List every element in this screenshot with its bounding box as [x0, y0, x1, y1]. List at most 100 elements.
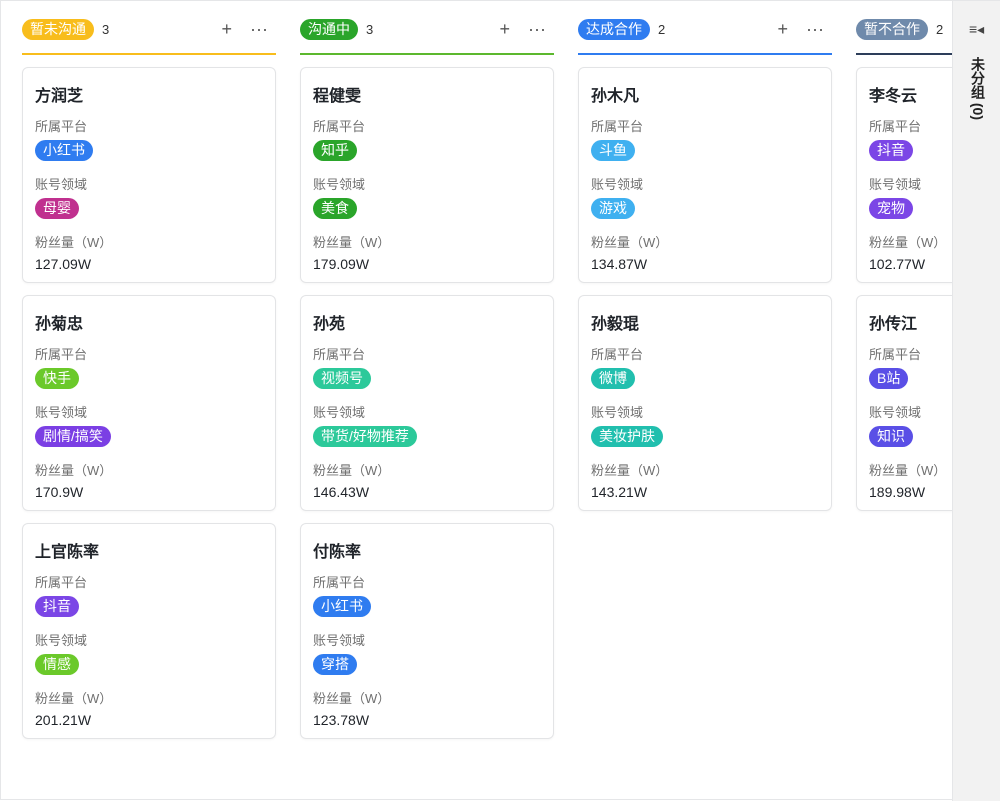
- card-name: 程健雯: [313, 88, 362, 105]
- record-card[interactable]: 孙传江 所属平台 B站 账号领域 知识 粉丝量（W） 189.98W: [856, 295, 952, 511]
- card-name: 上官陈率: [35, 544, 100, 561]
- add-icon[interactable]: +: [499, 19, 511, 39]
- fans-value: 143.21W: [591, 484, 648, 500]
- domain-tag: 游戏: [591, 198, 635, 219]
- platform-tag: 小红书: [313, 596, 371, 617]
- ungrouped-panel[interactable]: ≡◂ 未分组 (0): [952, 1, 1000, 801]
- record-card[interactable]: 上官陈率 所属平台 抖音 账号领域 情感 粉丝量（W） 201.21W: [22, 523, 276, 739]
- platform-label: 所属平台: [869, 347, 922, 362]
- fans-label: 粉丝量（W）: [35, 463, 113, 478]
- fans-label: 粉丝量（W）: [869, 235, 947, 250]
- column-header: 暂未沟通 3 + ···: [22, 1, 276, 55]
- platform-tag: 抖音: [869, 140, 913, 161]
- record-card[interactable]: 孙毅琨 所属平台 微博 账号领域 美妆护肤 粉丝量（W） 143.21W: [578, 295, 832, 511]
- column-count: 2: [936, 21, 944, 37]
- fans-value: 201.21W: [35, 712, 92, 728]
- kanban-board: 暂未沟通 3 + ··· 方润芝 所属平台 小红书 账号领域 母婴 粉丝量（W）…: [1, 1, 952, 801]
- record-card[interactable]: 程健雯 所属平台 知乎 账号领域 美食 粉丝量（W） 179.09W: [300, 67, 554, 283]
- card-name: 孙传江: [869, 316, 918, 333]
- domain-label: 账号领域: [869, 177, 922, 192]
- domain-tag: 剧情/搞笑: [35, 426, 111, 447]
- fans-label: 粉丝量（W）: [869, 463, 947, 478]
- platform-tag: 知乎: [313, 140, 357, 161]
- domain-label: 账号领域: [35, 177, 88, 192]
- column-header: 达成合作 2 + ···: [578, 1, 832, 55]
- card-name: 孙苑: [313, 316, 346, 333]
- record-card[interactable]: 孙木凡 所属平台 斗鱼 账号领域 游戏 粉丝量（W） 134.87W: [578, 67, 832, 283]
- column-header: 暂不合作 2 + ···: [856, 1, 952, 55]
- platform-label: 所属平台: [869, 119, 922, 134]
- record-card[interactable]: 孙菊忠 所属平台 快手 账号领域 剧情/搞笑 粉丝量（W） 170.9W: [22, 295, 276, 511]
- fans-value: 127.09W: [35, 256, 92, 272]
- fans-value: 102.77W: [869, 256, 926, 272]
- card-name: 方润芝: [35, 88, 84, 105]
- record-card[interactable]: 付陈率 所属平台 小红书 账号领域 穿搭 粉丝量（W） 123.78W: [300, 523, 554, 739]
- add-icon[interactable]: +: [777, 19, 789, 39]
- domain-tag: 带货/好物推荐: [313, 426, 417, 447]
- platform-label: 所属平台: [35, 347, 88, 362]
- fans-label: 粉丝量（W）: [313, 691, 391, 706]
- domain-label: 账号领域: [313, 177, 366, 192]
- more-icon[interactable]: ···: [528, 19, 546, 39]
- platform-tag: 快手: [35, 368, 79, 389]
- fans-value: 170.9W: [35, 484, 84, 500]
- column-actions: + ···: [222, 19, 269, 39]
- card-name: 孙木凡: [591, 88, 640, 105]
- domain-tag: 宠物: [869, 198, 913, 219]
- column-count: 3: [102, 21, 110, 37]
- platform-label: 所属平台: [591, 347, 644, 362]
- platform-label: 所属平台: [591, 119, 644, 134]
- card-name: 付陈率: [313, 544, 362, 561]
- card-name: 李冬云: [869, 88, 918, 105]
- record-card[interactable]: 方润芝 所属平台 小红书 账号领域 母婴 粉丝量（W） 127.09W: [22, 67, 276, 283]
- domain-label: 账号领域: [35, 405, 88, 420]
- collapse-list-icon[interactable]: ≡◂: [969, 21, 985, 37]
- platform-tag: 微博: [591, 368, 635, 389]
- platform-tag: 小红书: [35, 140, 93, 161]
- column-count: 2: [658, 21, 666, 37]
- fans-label: 粉丝量（W）: [591, 463, 669, 478]
- add-icon[interactable]: +: [221, 19, 233, 39]
- column-title: 暂不合作: [856, 18, 928, 40]
- platform-label: 所属平台: [313, 575, 366, 590]
- domain-tag: 美食: [313, 198, 357, 219]
- fans-value: 179.09W: [313, 256, 370, 272]
- platform-tag: 抖音: [35, 596, 79, 617]
- kanban-column: 达成合作 2 + ··· 孙木凡 所属平台 斗鱼 账号领域 游戏 粉丝量（W） …: [578, 1, 832, 511]
- record-card[interactable]: 李冬云 所属平台 抖音 账号领域 宠物 粉丝量（W） 102.77W: [856, 67, 952, 283]
- column-count: 3: [366, 21, 374, 37]
- fans-value: 134.87W: [591, 256, 648, 272]
- fans-label: 粉丝量（W）: [35, 235, 113, 250]
- column-title: 沟通中: [300, 18, 358, 40]
- domain-label: 账号领域: [35, 633, 88, 648]
- domain-tag: 母婴: [35, 198, 79, 219]
- ungrouped-title: 未分组 (0): [970, 57, 986, 120]
- kanban-column: 暂未沟通 3 + ··· 方润芝 所属平台 小红书 账号领域 母婴 粉丝量（W）…: [22, 1, 276, 739]
- card-name: 孙毅琨: [591, 316, 640, 333]
- domain-tag: 情感: [35, 654, 79, 675]
- domain-label: 账号领域: [869, 405, 922, 420]
- domain-tag: 穿搭: [313, 654, 357, 675]
- column-title: 达成合作: [578, 18, 650, 40]
- domain-label: 账号领域: [591, 177, 644, 192]
- column-actions: + ···: [778, 19, 825, 39]
- more-icon[interactable]: ···: [250, 19, 268, 39]
- kanban-column: 沟通中 3 + ··· 程健雯 所属平台 知乎 账号领域 美食 粉丝量（W） 1…: [300, 1, 554, 739]
- kanban-column: 暂不合作 2 + ··· 李冬云 所属平台 抖音 账号领域 宠物 粉丝量（W） …: [856, 1, 952, 511]
- fans-label: 粉丝量（W）: [35, 691, 113, 706]
- fans-value: 189.98W: [869, 484, 926, 500]
- domain-label: 账号领域: [591, 405, 644, 420]
- domain-tag: 美妆护肤: [591, 426, 663, 447]
- domain-tag: 知识: [869, 426, 913, 447]
- column-header: 沟通中 3 + ···: [300, 1, 554, 55]
- more-icon[interactable]: ···: [806, 19, 824, 39]
- platform-tag: 斗鱼: [591, 140, 635, 161]
- platform-label: 所属平台: [35, 575, 88, 590]
- platform-tag: 视频号: [313, 368, 371, 389]
- fans-value: 123.78W: [313, 712, 370, 728]
- column-title: 暂未沟通: [22, 18, 94, 40]
- fans-label: 粉丝量（W）: [313, 463, 391, 478]
- record-card[interactable]: 孙苑 所属平台 视频号 账号领域 带货/好物推荐 粉丝量（W） 146.43W: [300, 295, 554, 511]
- fans-label: 粉丝量（W）: [591, 235, 669, 250]
- platform-tag: B站: [869, 368, 909, 389]
